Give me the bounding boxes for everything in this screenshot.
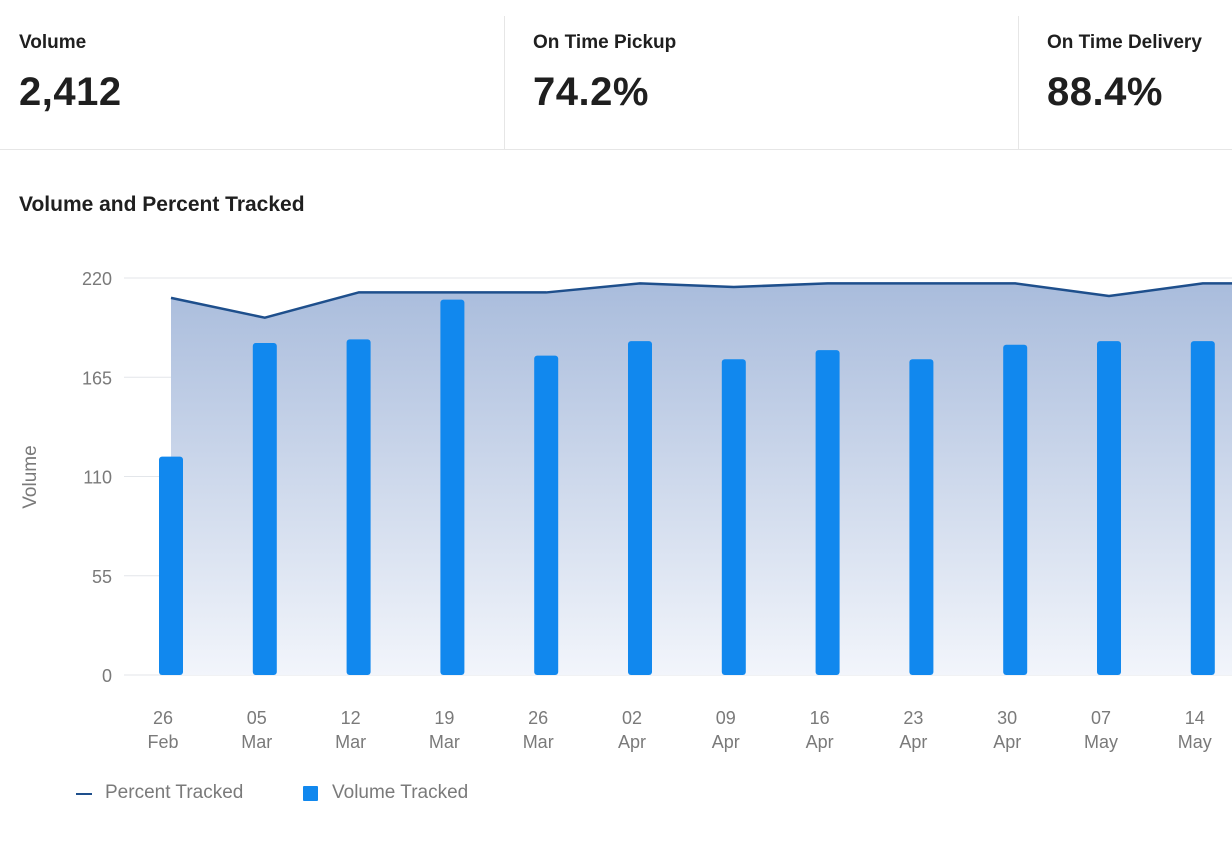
line-swatch-icon [76,793,92,795]
volume-bar[interactable] [534,355,559,675]
chart-title: Volume and Percent Tracked [19,193,305,216]
volume-bar[interactable] [159,456,183,675]
x-tick-day: 19 [434,708,454,728]
volume-bars [159,299,1215,675]
x-tick-day: 30 [997,708,1017,728]
y-axis-label: Volume [20,445,41,508]
volume-bar[interactable] [909,359,934,675]
x-tick-month: Mar [523,732,554,752]
kpi-divider [504,16,505,149]
legend-label: Percent Tracked [105,782,244,803]
x-tick-day: 26 [153,708,173,728]
volume-percent-chart: 0 55 110 165 220 26 Feb 05 Mar 12 Mar 19 Mar 26 Mar 02… [20,269,1232,752]
kpi-volume: Volume 2,412 [0,0,504,149]
percent-tracked-line-group [170,282,1232,319]
x-tick-day: 14 [1185,708,1205,728]
kpi-on-time-delivery: On Time Delivery 88.4% [1019,0,1232,149]
x-tick-month: Mar [241,732,272,752]
kpi-row: Volume 2,412 On Time Pickup 74.2% On Tim… [0,0,1232,150]
kpi-value: 74.2% [533,70,649,114]
kpi-divider [1018,16,1019,149]
volume-bar[interactable] [1190,341,1215,675]
x-tick-month: May [1084,732,1118,752]
x-tick-day: 23 [903,708,923,728]
x-tick-month: Apr [993,732,1021,752]
kpi-label: On Time Pickup [533,32,677,53]
x-tick-month: Mar [429,732,460,752]
y-tick-label: 165 [82,368,112,388]
x-tick-month: May [1178,732,1212,752]
x-tick-month: Apr [712,732,740,752]
volume-bar[interactable] [815,350,840,675]
volume-bar[interactable] [252,342,277,675]
x-tick-day: 05 [247,708,267,728]
bar-swatch-icon [303,786,318,801]
x-tick-day: 09 [716,708,736,728]
x-tick-day: 07 [1091,708,1111,728]
x-tick-month: Feb [147,732,178,752]
kpi-label: Volume [19,32,87,53]
legend-label: Volume Tracked [332,782,469,803]
kpi-on-time-pickup: On Time Pickup 74.2% [505,0,1018,149]
kpi-label: On Time Delivery [1047,32,1202,53]
x-tick-day: 16 [810,708,830,728]
x-tick-month: Apr [806,732,834,752]
volume-bar[interactable] [1003,344,1028,675]
y-tick-label: 220 [82,269,112,289]
kpi-value: 88.4% [1047,70,1163,114]
volume-bar[interactable] [721,359,746,675]
volume-bar[interactable] [1097,341,1121,675]
percent-tracked-area-fill [171,283,1232,675]
x-axis-ticks: 26 Feb 05 Mar 12 Mar 19 Mar 26 Mar 02 Apr 09 Apr 16 Apr… [147,708,1211,752]
volume-bar[interactable] [440,299,465,675]
x-tick-day: 12 [341,708,361,728]
volume-bar[interactable] [628,341,652,675]
x-tick-day: 26 [528,708,548,728]
x-tick-month: Apr [899,732,927,752]
volume-bar[interactable] [346,339,371,675]
x-tick-day: 02 [622,708,642,728]
y-axis-ticks: 0 55 110 165 220 [82,269,112,686]
percent-tracked-line[interactable] [170,282,1232,319]
kpi-value: 2,412 [19,70,122,114]
y-tick-label: 0 [102,666,112,686]
x-tick-month: Apr [618,732,646,752]
percent-tracked-area [171,283,1232,675]
y-tick-label: 110 [83,468,112,488]
x-tick-month: Mar [335,732,366,752]
y-tick-label: 55 [92,567,112,587]
